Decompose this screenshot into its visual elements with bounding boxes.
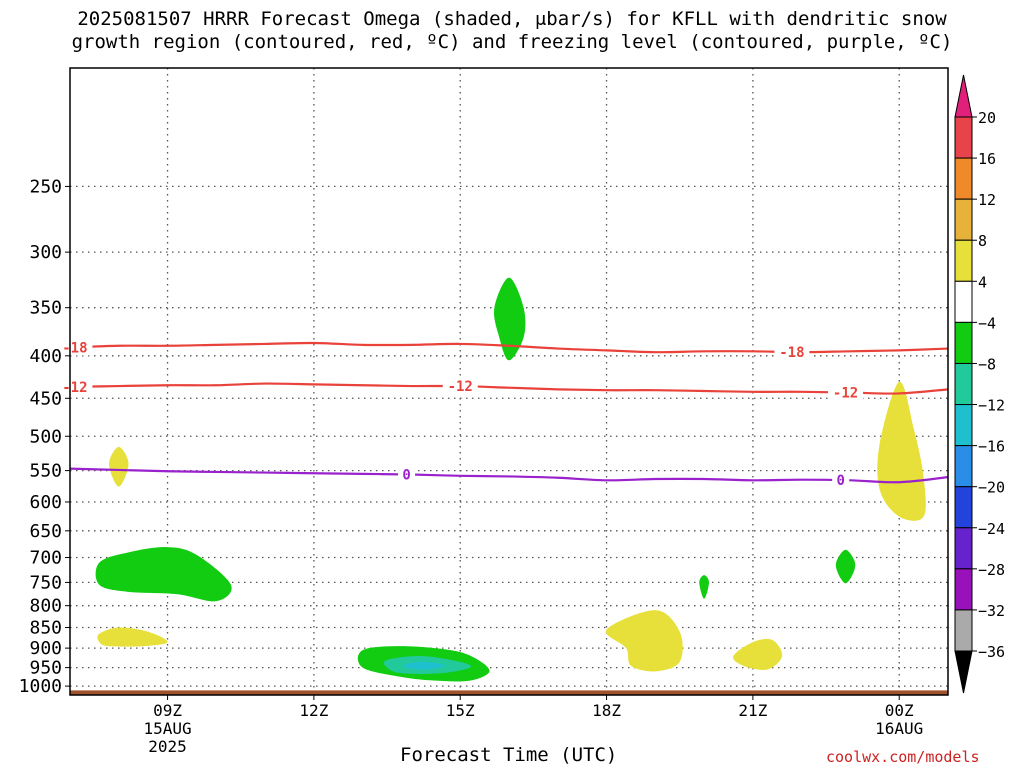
contour-label: -12: [833, 386, 858, 402]
omega-region: [733, 638, 783, 670]
contour-label: -18: [62, 340, 87, 356]
y-tick-label: 800: [29, 596, 62, 617]
colorbar-band: [954, 404, 973, 447]
colorbar-label: 16: [978, 150, 996, 168]
surface-layer: [70, 690, 948, 695]
omega-region: [97, 627, 168, 647]
contour-label-bg: [774, 344, 810, 361]
plot-area: [70, 68, 948, 695]
colorbar-label: −8: [978, 355, 996, 373]
y-tick-label: 400: [29, 346, 62, 367]
omega-region: [835, 549, 856, 584]
contour-line: [69, 467, 949, 484]
omega-region: [95, 547, 232, 602]
colorbar-top-arrow: [954, 74, 973, 118]
colorbar-band: [954, 568, 973, 611]
contour-label-bg: [442, 378, 478, 395]
colorbar-band: [954, 609, 973, 652]
colorbar-label: −24: [978, 520, 1005, 538]
contour-label-bg: [57, 339, 93, 356]
chart-title-line-2: growth region (contoured, red, ºC) and f…: [71, 31, 953, 53]
colorbar-label: −32: [978, 602, 1005, 620]
omega-region: [605, 610, 683, 672]
plot-background: [70, 68, 948, 695]
y-tick-label: 600: [29, 492, 62, 513]
colorbar-label: 4: [978, 273, 987, 291]
omega-region: [699, 575, 709, 599]
y-tick-label: 700: [29, 548, 62, 569]
colorbar-label: −16: [978, 438, 1005, 456]
contour-label: -12: [62, 380, 87, 396]
x-tick-label: 2025: [148, 737, 187, 756]
x-axis-label: Forecast Time (UTC): [400, 744, 618, 766]
colorbar-label: 20: [978, 109, 996, 127]
colorbar-band: [954, 239, 973, 282]
y-tick-label: 1000: [19, 676, 62, 697]
contour-label: -12: [448, 379, 473, 395]
x-tick-label: 16AUG: [875, 719, 923, 738]
omega-region: [877, 381, 926, 521]
omega-shading: [95, 277, 926, 682]
x-tick-label: 00Z: [885, 701, 914, 720]
y-tick-label: 500: [29, 426, 62, 447]
y-tick-label: 350: [29, 298, 62, 319]
colorbar-band: [954, 116, 973, 159]
colorbar-label: −28: [978, 561, 1005, 579]
colorbar-label: 8: [978, 232, 987, 250]
omega-region: [404, 661, 446, 670]
surface-band: [70, 690, 948, 695]
contour-label-bg: [828, 384, 864, 401]
colorbar-band: [954, 157, 973, 200]
colorbar-band: [954, 527, 973, 570]
colorbar-band: [954, 321, 973, 364]
y-tick-label: 950: [29, 658, 62, 679]
contour-label-bg: [398, 466, 416, 483]
x-tick-label: 21Z: [738, 701, 767, 720]
omega-region: [493, 277, 526, 361]
colorbar-band: [954, 486, 973, 529]
contour-label: 0: [836, 473, 844, 489]
x-tick-label: 09Z: [153, 701, 182, 720]
y-tick-label: 650: [29, 521, 62, 542]
colorbar-band: [954, 445, 973, 488]
x-tick-label: 15Z: [446, 701, 475, 720]
contour-label: 0: [402, 467, 410, 483]
colorbar: 20 16 12 8 4 −4 −8 −12 −16 −20 −24 −28 −32 −36: [954, 74, 1005, 694]
y-tick-label: 850: [29, 618, 62, 639]
y-tick-label: 450: [29, 388, 62, 409]
colorbar-label: −20: [978, 479, 1005, 497]
y-tick-label: 250: [29, 176, 62, 197]
colorbar-band: [954, 198, 973, 241]
y-axis-ticks: 2503003504004505005506006507007508008509…: [19, 176, 70, 697]
colorbar-band: [954, 280, 973, 323]
colorbar-label: −36: [978, 643, 1005, 661]
x-tick-label: 12Z: [299, 701, 328, 720]
contour-lines: -18 -18 -12 -12 -12 0 0: [57, 339, 949, 489]
colorbar-label: 12: [978, 191, 996, 209]
colorbar-band: [954, 362, 973, 406]
credit-text: coolwx.com/models: [826, 748, 980, 766]
plot-frame: [69, 67, 949, 696]
axes: [69, 67, 949, 696]
contour-label: -18: [779, 345, 804, 361]
contour-line: [69, 382, 949, 395]
omega-region: [109, 446, 129, 487]
x-tick-label: 15AUG: [143, 719, 191, 738]
y-tick-label: 550: [29, 461, 62, 482]
contour-label-bg: [832, 472, 850, 489]
y-tick-label: 750: [29, 572, 62, 593]
chart-title-line-1: 2025081507 HRRR Forecast Omega (shaded, …: [77, 8, 947, 30]
y-tick-label: 900: [29, 638, 62, 659]
colorbar-label: −4: [978, 314, 996, 332]
colorbar-bottom-arrow: [954, 650, 973, 694]
contour-label-bg: [57, 378, 93, 395]
x-tick-label: 18Z: [592, 701, 621, 720]
colorbar-label: −12: [978, 397, 1005, 415]
y-tick-label: 300: [29, 242, 62, 263]
